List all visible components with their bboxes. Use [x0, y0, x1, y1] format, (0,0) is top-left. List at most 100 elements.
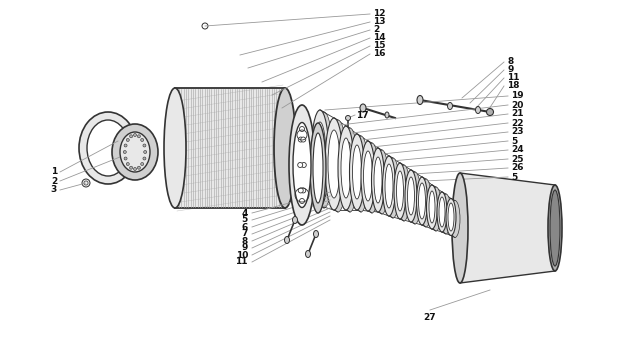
Ellipse shape [550, 190, 560, 266]
Ellipse shape [328, 130, 340, 198]
Ellipse shape [352, 145, 362, 199]
Text: 27: 27 [424, 313, 436, 322]
Ellipse shape [418, 183, 426, 219]
Ellipse shape [385, 112, 389, 118]
Ellipse shape [274, 88, 296, 208]
Ellipse shape [301, 188, 306, 193]
Text: 5: 5 [511, 172, 517, 182]
Ellipse shape [130, 135, 133, 138]
Ellipse shape [298, 163, 303, 168]
Ellipse shape [447, 102, 452, 109]
Ellipse shape [361, 141, 375, 211]
Ellipse shape [202, 23, 208, 29]
Text: 8: 8 [507, 57, 514, 67]
Ellipse shape [133, 134, 137, 136]
Ellipse shape [338, 126, 354, 210]
Ellipse shape [446, 199, 456, 236]
Ellipse shape [548, 185, 562, 271]
Text: 1: 1 [51, 168, 57, 176]
Ellipse shape [124, 157, 127, 160]
Ellipse shape [486, 108, 494, 116]
Text: 15: 15 [373, 41, 386, 51]
Ellipse shape [429, 191, 435, 223]
Ellipse shape [284, 237, 289, 243]
Ellipse shape [313, 133, 323, 203]
Ellipse shape [141, 138, 144, 141]
Ellipse shape [439, 197, 445, 227]
Ellipse shape [133, 168, 137, 170]
Ellipse shape [82, 179, 90, 187]
Ellipse shape [450, 201, 460, 238]
Ellipse shape [397, 171, 404, 211]
Ellipse shape [409, 172, 421, 224]
Ellipse shape [302, 163, 307, 168]
Ellipse shape [313, 231, 318, 238]
Ellipse shape [346, 142, 350, 148]
Ellipse shape [475, 106, 481, 114]
Ellipse shape [405, 170, 417, 222]
Ellipse shape [143, 157, 146, 160]
Ellipse shape [112, 124, 158, 180]
Ellipse shape [301, 137, 306, 142]
Ellipse shape [137, 135, 140, 138]
Ellipse shape [164, 88, 186, 208]
Ellipse shape [79, 112, 137, 184]
Ellipse shape [126, 163, 129, 166]
Ellipse shape [360, 104, 366, 112]
Ellipse shape [298, 137, 303, 142]
Ellipse shape [298, 188, 303, 193]
Text: 20: 20 [511, 101, 523, 109]
Text: 3: 3 [51, 186, 57, 194]
Ellipse shape [120, 132, 150, 172]
Ellipse shape [374, 157, 382, 203]
Ellipse shape [130, 166, 133, 169]
Text: 10: 10 [235, 251, 248, 259]
Ellipse shape [329, 120, 347, 212]
Polygon shape [175, 88, 285, 208]
Ellipse shape [310, 123, 326, 213]
Text: 21: 21 [511, 109, 523, 119]
Text: 5: 5 [511, 136, 517, 146]
Ellipse shape [300, 199, 305, 204]
Ellipse shape [315, 112, 333, 208]
Text: 25: 25 [511, 154, 523, 164]
Text: 23: 23 [511, 128, 523, 136]
Text: 13: 13 [373, 17, 386, 27]
Ellipse shape [376, 150, 389, 214]
Ellipse shape [143, 144, 146, 147]
Ellipse shape [341, 138, 351, 198]
Ellipse shape [342, 128, 358, 212]
Ellipse shape [137, 166, 140, 169]
Ellipse shape [437, 192, 447, 232]
Ellipse shape [305, 251, 310, 257]
Text: 9: 9 [242, 243, 248, 253]
Ellipse shape [293, 122, 311, 207]
Text: 5: 5 [242, 216, 248, 224]
Text: 7: 7 [242, 230, 248, 238]
Polygon shape [460, 173, 555, 283]
Ellipse shape [452, 173, 468, 283]
Ellipse shape [448, 203, 454, 231]
Ellipse shape [124, 151, 126, 153]
Text: 12: 12 [373, 10, 386, 18]
Ellipse shape [441, 194, 451, 234]
Ellipse shape [292, 217, 297, 223]
Text: 16: 16 [373, 50, 386, 58]
Ellipse shape [386, 158, 399, 218]
Ellipse shape [417, 177, 428, 225]
Text: 24: 24 [511, 146, 523, 154]
Text: 11: 11 [235, 257, 248, 267]
Ellipse shape [353, 136, 368, 212]
Ellipse shape [311, 110, 329, 206]
Text: 17: 17 [356, 110, 368, 119]
Ellipse shape [124, 144, 127, 147]
Text: 4: 4 [242, 208, 248, 218]
Ellipse shape [385, 164, 393, 208]
Text: 2: 2 [373, 26, 379, 34]
Text: 26: 26 [511, 164, 523, 172]
Text: 22: 22 [511, 119, 523, 128]
Ellipse shape [371, 148, 384, 212]
Ellipse shape [417, 96, 423, 104]
Text: 19: 19 [511, 91, 523, 101]
Ellipse shape [365, 143, 379, 213]
